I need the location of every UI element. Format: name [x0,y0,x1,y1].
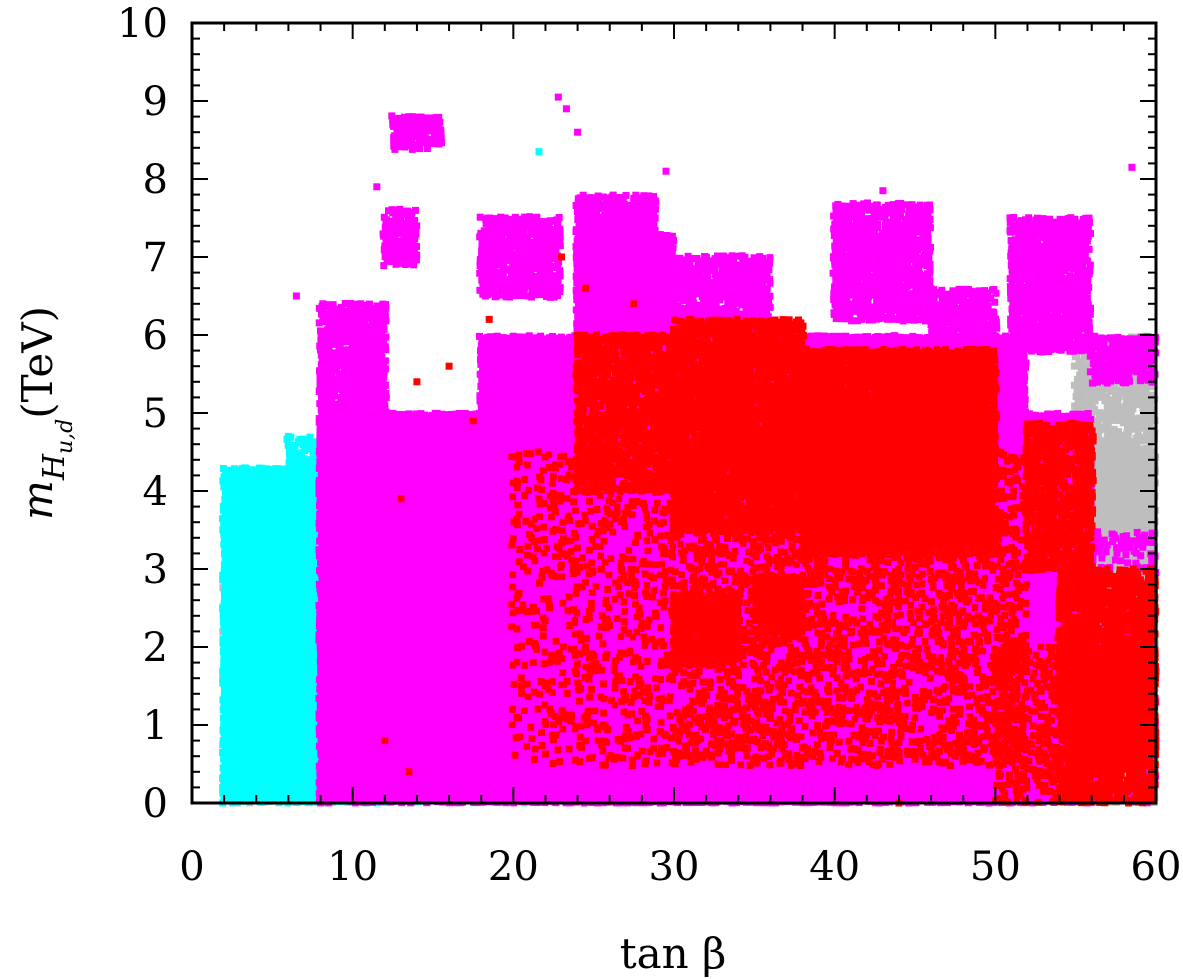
scatter-plot: 0 10 20 30 40 50 60012345678910 tan β mHu,d(Te… [0,0,1183,979]
